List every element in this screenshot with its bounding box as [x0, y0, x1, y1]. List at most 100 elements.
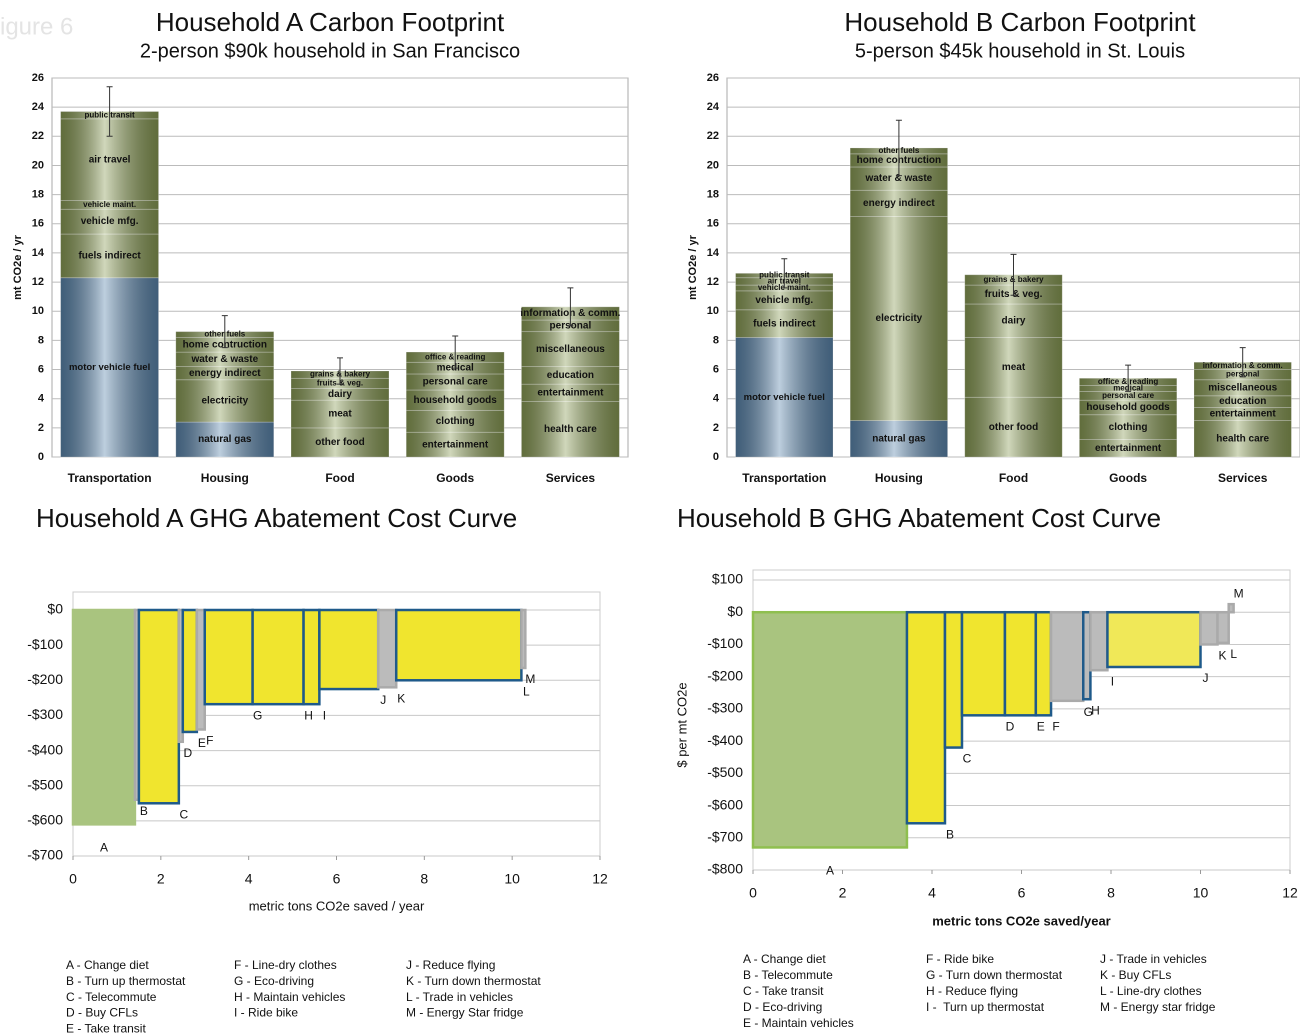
- legend-entry: M - Energy star fridge: [1100, 1000, 1216, 1014]
- y-tick-label: 26: [707, 72, 719, 84]
- x-tick-label: Goods: [1109, 471, 1147, 485]
- bar-letter: C: [963, 752, 972, 766]
- bar-letter: M: [525, 672, 535, 686]
- legend-entry: C - Take transit: [743, 984, 824, 998]
- segment-label: electricity: [201, 396, 248, 407]
- y-tick-label: 20: [32, 159, 44, 171]
- cost-bar: [71, 608, 137, 826]
- segment-label: other food: [989, 422, 1038, 433]
- segment-label: personal care: [423, 377, 488, 388]
- chart-title: Household A Carbon Footprint: [156, 7, 505, 37]
- error-bar: [895, 119, 902, 177]
- y-tick-label: 14: [707, 247, 720, 259]
- x-tick-label: Transportation: [742, 471, 826, 485]
- x-axis-label: metric tons CO2e saved/year: [932, 913, 1110, 928]
- segment-label: motor vehicle fuel: [69, 362, 150, 373]
- legend-entry: M - Energy Star fridge: [406, 1006, 524, 1020]
- cost-bar: [251, 608, 305, 706]
- y-tick-label: -$600: [27, 812, 63, 828]
- legend-entry: J - Trade in vehicles: [1100, 952, 1207, 966]
- y-tick-label: 2: [38, 422, 44, 434]
- cost-bar: [1106, 610, 1202, 669]
- legend-entry: G - Turn down thermostat: [926, 968, 1063, 982]
- figure-label: igure 6: [0, 13, 73, 40]
- cost-bar: [1216, 610, 1230, 645]
- legend-entry: G - Eco-driving: [234, 974, 314, 988]
- cost-bar: [905, 610, 947, 825]
- x-tick-label: 12: [1282, 885, 1298, 901]
- x-tick-label: 4: [928, 885, 936, 901]
- x-tick-label: Food: [999, 471, 1028, 485]
- legend-entry: A - Change diet: [66, 958, 149, 972]
- legend-entry: F - Line-dry clothes: [234, 958, 337, 972]
- cost-bar: [1034, 610, 1053, 717]
- y-tick-label: 16: [707, 218, 719, 230]
- segment-label: fuels indirect: [78, 250, 141, 261]
- legend-entry: E - Take transit: [66, 1021, 146, 1035]
- segment-label: clothing: [1109, 422, 1148, 433]
- bar-letter: H: [304, 708, 313, 722]
- cost-bar: [1227, 602, 1235, 614]
- bar-letter: L: [523, 684, 530, 698]
- cost-bar: [751, 610, 909, 849]
- x-tick-label: 8: [420, 871, 428, 887]
- legend-entry: F - Ride bike: [926, 952, 994, 966]
- y-tick-label: -$200: [707, 667, 743, 683]
- bar-letter: K: [397, 691, 405, 705]
- y-tick-label: -$500: [27, 776, 63, 792]
- legend-entry: L - Trade in vehicles: [406, 990, 513, 1004]
- error-bar: [1239, 347, 1246, 378]
- x-tick-label: 6: [333, 871, 341, 887]
- cost-bar: [203, 608, 254, 706]
- segment-label: natural gas: [198, 434, 252, 445]
- y-tick-label: $100: [712, 571, 743, 587]
- y-tick-label: 22: [32, 130, 44, 142]
- x-tick-label: Services: [1218, 471, 1268, 485]
- y-tick-label: -$400: [707, 732, 743, 748]
- bar-letter: J: [1203, 671, 1209, 685]
- y-tick-label: -$300: [707, 700, 743, 716]
- cost-bar: [520, 608, 527, 670]
- cost-bar: [181, 608, 199, 734]
- legend-entry: H - Maintain vehicles: [234, 990, 345, 1004]
- y-tick-label: -$500: [707, 764, 743, 780]
- bar-letter: B: [140, 804, 148, 818]
- legend-entry: H - Reduce flying: [926, 984, 1018, 998]
- x-tick-label: 10: [504, 871, 520, 887]
- y-tick-label: -$800: [707, 861, 743, 877]
- x-tick-label: 8: [1107, 885, 1115, 901]
- cost-bar: [1089, 610, 1109, 672]
- legend-entry: B - Turn up thermostat: [66, 974, 186, 988]
- legend-entry: C - Telecommute: [66, 990, 157, 1004]
- error-bar: [452, 335, 459, 369]
- bar-letter: C: [180, 807, 189, 821]
- x-tick-label: 10: [1193, 885, 1209, 901]
- segment-label: electricity: [876, 313, 923, 324]
- segment-label: dairy: [328, 389, 352, 400]
- bar-letter: E: [198, 736, 206, 750]
- y-tick-label: 18: [32, 189, 44, 201]
- x-tick-label: 6: [1018, 885, 1026, 901]
- chart-subtitle: 2-person $90k household in San Francisco: [140, 40, 520, 62]
- error-bar: [567, 287, 574, 327]
- chart-title: Household A GHG Abatement Cost Curve: [36, 503, 517, 533]
- y-tick-label: 20: [707, 159, 719, 171]
- x-tick-label: 2: [157, 871, 165, 887]
- bar-letter: F: [1052, 720, 1059, 734]
- segment-label: health care: [1216, 433, 1269, 444]
- y-tick-label: 8: [38, 334, 44, 346]
- segment-label: air travel: [89, 154, 131, 165]
- x-tick-label: Housing: [875, 471, 923, 485]
- x-tick-label: Housing: [201, 471, 249, 485]
- chart-title: Household B Carbon Footprint: [844, 7, 1196, 37]
- legend-entry: A - Change diet: [743, 952, 826, 966]
- segment-label: education: [1219, 396, 1266, 407]
- bar-letter: F: [206, 734, 213, 748]
- bar-letter: G: [253, 708, 262, 722]
- y-tick-label: 24: [32, 101, 45, 113]
- segment-label: water & waste: [190, 354, 258, 365]
- bar-letter: K: [1218, 649, 1226, 663]
- segment-label: meat: [1002, 362, 1026, 373]
- segment-label: miscellaneous: [1208, 382, 1277, 393]
